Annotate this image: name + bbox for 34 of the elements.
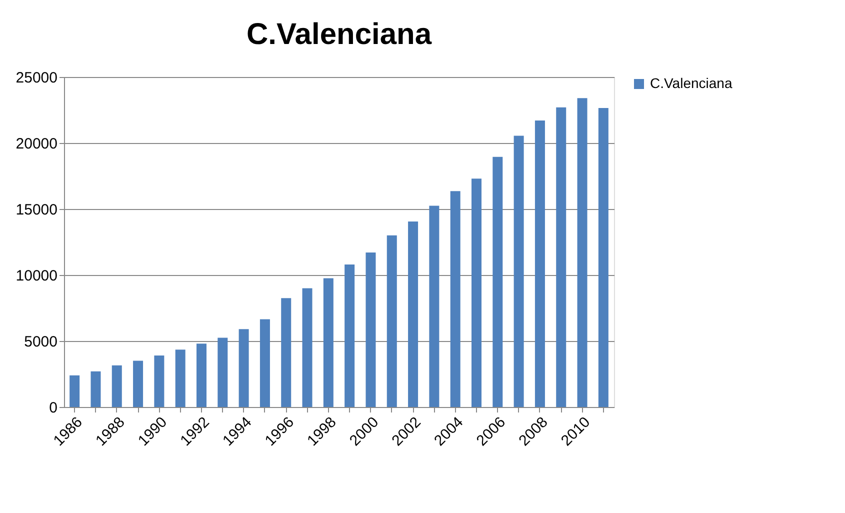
bar [323,278,334,407]
bar [133,360,144,407]
bar [196,344,206,407]
legend-label: C.Valenciana [650,75,732,91]
bar [514,136,524,407]
bar [366,252,376,407]
bar [472,178,482,407]
y-tick-label: 25000 [16,70,58,86]
bar [260,319,270,407]
bar [344,264,355,407]
bar [112,365,122,407]
bar [577,98,588,407]
bar [429,206,440,407]
bar [281,298,292,407]
bar [556,107,566,407]
y-tick-label: 0 [49,400,58,416]
bar [238,329,249,407]
y-tick-label: 5000 [24,334,58,350]
y-tick-label: 15000 [16,202,58,218]
chart-title: C.Valenciana [246,18,432,51]
y-tick-label: 10000 [16,268,58,284]
y-tick-label: 20000 [16,136,58,152]
bar [408,222,418,407]
bar [492,156,503,407]
bar [175,350,186,407]
bar [154,356,164,407]
bar [450,191,460,407]
bar [70,375,80,407]
bar [386,235,397,407]
bar [534,120,545,407]
bar [90,371,101,407]
bar [218,338,228,407]
bar [598,108,608,407]
bar [302,288,312,407]
